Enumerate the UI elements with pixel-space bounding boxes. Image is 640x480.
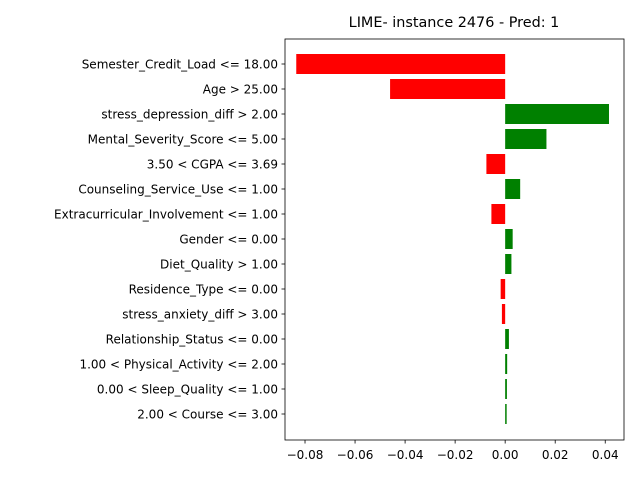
bar-5	[486, 154, 506, 174]
bar-6	[505, 179, 521, 199]
y-tick-label: Diet_Quality > 1.00	[160, 257, 278, 271]
y-tick-label: Mental_Severity_Score <= 5.00	[88, 132, 278, 146]
x-tick-label: −0.02	[437, 448, 474, 462]
bar-3	[505, 104, 609, 124]
y-tick-label: stress_depression_diff > 2.00	[101, 107, 278, 121]
y-tick-label: Semester_Credit_Load <= 18.00	[82, 57, 278, 71]
x-tick-label: 0.02	[542, 448, 569, 462]
bar-9	[505, 254, 512, 274]
bar-12	[505, 329, 509, 349]
bar-7	[491, 204, 506, 224]
bar-4	[505, 129, 547, 149]
bar-11	[501, 304, 506, 324]
y-tick-label: Extracurricular_Involvement <= 1.00	[54, 207, 278, 221]
x-tick-label: 0.04	[592, 448, 619, 462]
plot-frame	[284, 38, 625, 441]
x-tick-label: −0.08	[287, 448, 324, 462]
bars-group	[296, 54, 609, 424]
x-tick-label: −0.04	[387, 448, 424, 462]
bar-10	[500, 279, 506, 299]
x-tick-label: 0.00	[492, 448, 519, 462]
bar-2	[390, 79, 506, 99]
bar-14	[505, 379, 507, 399]
y-tick-label: 0.00 < Sleep_Quality <= 1.00	[97, 382, 278, 396]
x-tick-label: −0.06	[337, 448, 374, 462]
y-axis-ticks: Semester_Credit_Load <= 18.00 Age > 25.00…	[54, 57, 285, 421]
y-tick-label: 3.50 < CGPA <= 3.69	[147, 157, 278, 171]
y-tick-label: Counseling_Service_Use <= 1.00	[78, 182, 278, 196]
y-tick-label: 2.00 < Course <= 3.00	[137, 407, 278, 421]
bar-13	[505, 354, 508, 374]
chart-title: LIME- instance 2476 - Pred: 1	[349, 15, 560, 31]
bar-1	[296, 54, 506, 74]
bar-15	[505, 404, 507, 424]
y-tick-label: stress_anxiety_diff > 3.00	[122, 307, 278, 321]
y-tick-label: Age > 25.00	[203, 82, 278, 96]
y-tick-label: Residence_Type <= 0.00	[129, 282, 278, 296]
y-tick-label: Gender <= 0.00	[179, 232, 278, 246]
y-tick-label: 1.00 < Physical_Activity <= 2.00	[79, 357, 278, 371]
y-tick-label: Relationship_Status <= 0.00	[106, 332, 278, 346]
bar-8	[505, 229, 513, 249]
x-axis-ticks: −0.08 −0.06 −0.04 −0.02 0.00 0.02 0.04	[287, 440, 619, 462]
